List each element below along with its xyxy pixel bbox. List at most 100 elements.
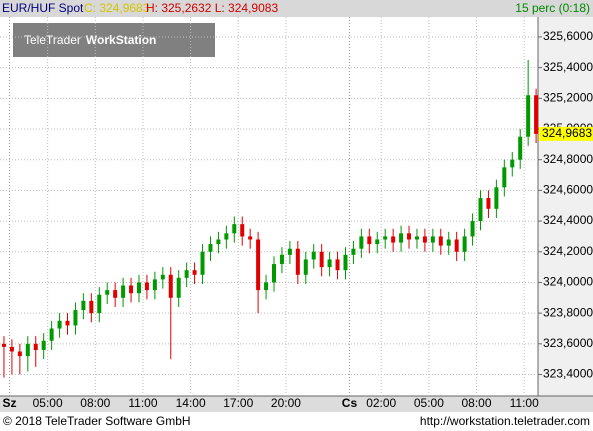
- x-tick-label: 14:00: [176, 396, 206, 410]
- y-tick-label: 323,8000: [543, 305, 593, 319]
- candle-body: [57, 320, 62, 329]
- y-tick-label: 324,8000: [543, 152, 593, 166]
- last-price-label: 324,9683: [542, 126, 592, 140]
- candle-body: [399, 233, 404, 243]
- candle-body: [478, 198, 483, 222]
- candle-body: [518, 136, 523, 160]
- x-tick-label: 02:00: [366, 396, 396, 410]
- time-axis-area: [0, 396, 593, 412]
- candle-body: [430, 236, 435, 243]
- candle-body: [494, 187, 499, 209]
- x-tick-label: 05:00: [33, 396, 63, 410]
- candle-body: [41, 340, 46, 350]
- y-tick-label: 325,4000: [543, 60, 593, 74]
- candle-body: [113, 290, 118, 298]
- candle-body: [160, 274, 165, 280]
- candle-body: [144, 282, 149, 291]
- watermark-product: WorkStation: [86, 33, 156, 47]
- candle-body: [391, 236, 396, 243]
- candle-body: [89, 300, 94, 314]
- y-tick-label: 324,6000: [543, 183, 593, 197]
- candle-body: [248, 236, 253, 240]
- candle-body: [510, 159, 515, 168]
- candle-body: [383, 236, 388, 240]
- candle-body: [208, 244, 213, 252]
- candle-body: [454, 239, 459, 252]
- candle-body: [168, 274, 173, 298]
- candle-body: [367, 236, 372, 245]
- candle-body: [121, 285, 126, 298]
- candle-body: [240, 224, 245, 237]
- y-tick-label: 323,6000: [543, 336, 593, 350]
- candle-body: [105, 290, 110, 295]
- candle-body: [407, 233, 412, 240]
- y-tick-label: 325,6000: [543, 29, 593, 43]
- candle-body: [438, 236, 443, 246]
- url: http://workstation.teletrader.com: [420, 414, 590, 428]
- candle-body: [359, 236, 364, 249]
- watermark-brand: TeleTrader: [24, 33, 81, 47]
- candle-body: [343, 254, 348, 271]
- candle-body: [176, 277, 181, 298]
- high-low-quote: H: 325,2632 L: 324,9083: [146, 1, 278, 15]
- watermark: TeleTrader WorkStation: [24, 33, 156, 47]
- x-tick-label: Cs: [342, 396, 358, 410]
- candle-body: [351, 248, 356, 255]
- candle-body: [486, 198, 491, 209]
- candle-body: [97, 294, 102, 314]
- interval: 15 perc (0:18): [515, 1, 590, 15]
- candle-body: [129, 285, 134, 294]
- candle-body: [200, 251, 205, 275]
- candle-body: [295, 248, 300, 275]
- candle-body: [136, 282, 141, 294]
- candle-body: [470, 221, 475, 237]
- x-tick-label: 17:00: [223, 396, 253, 410]
- candle-body: [152, 279, 157, 291]
- candle-body: [414, 236, 419, 240]
- candle-body: [264, 282, 269, 291]
- candle-body: [375, 239, 380, 245]
- x-tick-label: 05:00: [414, 396, 444, 410]
- candle-body: [17, 351, 22, 357]
- candle-body: [232, 224, 237, 234]
- x-tick-label: 08:00: [80, 396, 110, 410]
- candle-body: [25, 343, 30, 357]
- candle-body: [502, 167, 507, 188]
- candle-body: [311, 251, 316, 260]
- x-tick-label: Sz: [3, 396, 17, 410]
- candle-body: [279, 254, 284, 265]
- candle-body: [192, 270, 197, 275]
- x-tick-label: 11:00: [510, 396, 539, 410]
- price-axis-area: [538, 17, 593, 396]
- candle-body: [272, 264, 277, 283]
- candle-body: [287, 248, 292, 255]
- y-tick-label: 324,2000: [543, 244, 593, 258]
- copyright: © 2018 TeleTrader Software GmbH: [3, 414, 191, 428]
- candle-body: [446, 239, 451, 246]
- header-bar: [0, 0, 593, 17]
- x-tick-label: 08:00: [462, 396, 492, 410]
- candle-body: [1, 343, 6, 347]
- footer-bar: [0, 412, 593, 431]
- x-tick-label: 11:00: [128, 396, 157, 410]
- candle-body: [216, 239, 221, 245]
- close-quote: C: 324,9683: [84, 1, 150, 15]
- candle-body: [327, 259, 332, 268]
- candle-body: [81, 300, 86, 311]
- y-tick-label: 324,4000: [543, 213, 593, 227]
- symbol: EUR/HUF Spot: [2, 1, 84, 15]
- candle-body: [534, 95, 539, 134]
- plot: 323,4000 323,6000 323,8000 324,0000 324,2000…: [0, 17, 593, 410]
- candle-body: [9, 346, 14, 352]
- candle-body: [256, 239, 261, 291]
- candle-body: [462, 236, 467, 252]
- y-tick-label: 323,4000: [543, 367, 593, 381]
- candle-body: [49, 328, 54, 341]
- candle-body: [319, 251, 324, 268]
- candle-body: [73, 310, 78, 326]
- candle-body: [422, 236, 427, 243]
- x-tick-label: 20:00: [271, 396, 301, 410]
- y-tick-label: 324,0000: [543, 275, 593, 289]
